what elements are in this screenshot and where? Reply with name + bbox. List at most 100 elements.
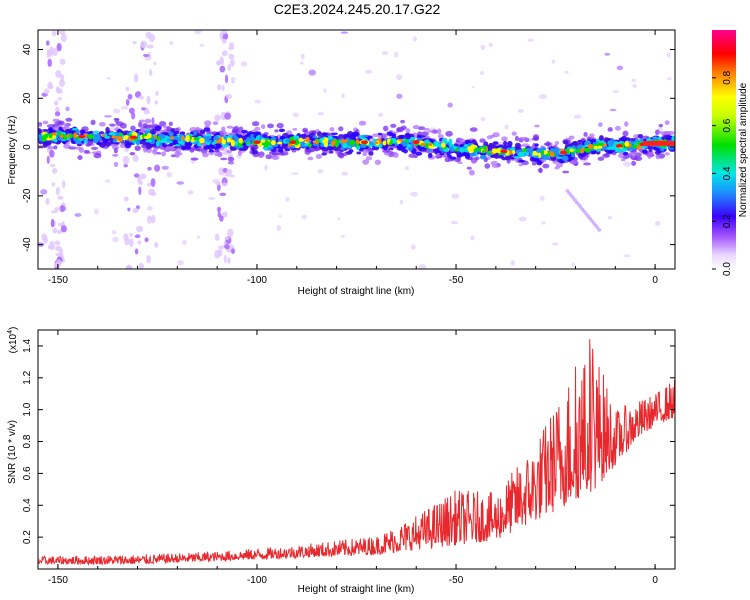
heatmap-cell — [76, 143, 82, 147]
heatmap-cell — [390, 123, 397, 128]
heatmap-cell — [101, 134, 106, 137]
heatmap-cell — [454, 148, 459, 152]
heatmap-cell — [583, 162, 591, 166]
heatmap-x-label: Height of straight line (km) — [298, 286, 415, 297]
heatmap-cells — [38, 30, 675, 269]
heatmap-cell — [482, 145, 487, 150]
heatmap-cell — [109, 123, 116, 127]
heatmap-peak — [615, 144, 623, 148]
heatmap-cell — [541, 150, 545, 155]
heatmap-cell — [377, 132, 383, 136]
heatmap-cell — [118, 136, 123, 142]
heatmap-cell — [182, 239, 187, 246]
heatmap-cell — [193, 137, 200, 141]
heatmap-cell — [368, 144, 373, 148]
heatmap-cell — [302, 127, 308, 133]
heatmap-cell — [580, 149, 585, 154]
heatmap-cell — [517, 108, 524, 113]
heatmap-cell — [664, 120, 670, 126]
heatmap-cell — [174, 130, 180, 135]
heatmap-cell — [202, 152, 209, 158]
heatmap-cell — [58, 30, 66, 35]
heatmap-cell — [105, 126, 110, 133]
heatmap-cell — [568, 135, 575, 140]
heatmap-cell — [129, 152, 136, 156]
heatmap-cell — [321, 152, 327, 156]
heatmap-cell — [254, 99, 261, 104]
heatmap-cell — [96, 141, 102, 145]
heatmap-cell — [609, 139, 615, 142]
heatmap-cell — [635, 141, 640, 144]
colorbar-scale — [712, 30, 736, 269]
heatmap-cell — [204, 120, 212, 127]
heatmap-cell — [539, 94, 547, 100]
heatmap-cell — [365, 69, 373, 74]
heatmap-cell — [213, 135, 219, 141]
heatmap-cell — [238, 126, 244, 132]
snr-y-tick-label: 0.4 — [22, 498, 33, 512]
heatmap-peak — [360, 140, 368, 144]
heatmap-cell — [59, 134, 64, 138]
heatmap-cell — [125, 86, 130, 92]
heatmap-cell — [301, 214, 307, 220]
heatmap-cell — [120, 106, 129, 110]
heatmap-cell — [68, 146, 77, 150]
heatmap-cell — [122, 155, 130, 165]
heatmap-cell — [245, 141, 250, 145]
heatmap-cell — [593, 223, 598, 227]
snr-x-label: Height of straight line (km) — [298, 584, 415, 595]
heatmap-cell — [378, 112, 384, 117]
heatmap-cell — [230, 58, 235, 67]
heatmap-cell — [49, 46, 54, 53]
heatmap-cell — [382, 125, 389, 132]
heatmap-cell — [451, 193, 460, 199]
heatmap-cell — [131, 112, 136, 120]
heatmap-cell — [623, 254, 631, 258]
heatmap-cell — [221, 182, 228, 187]
heatmap-cell — [276, 141, 283, 145]
heatmap-cell — [607, 216, 613, 220]
heatmap-cell — [193, 130, 197, 136]
heatmap-cell — [412, 125, 420, 130]
heatmap-cell — [305, 136, 310, 143]
snr-multiplier: (x104) — [7, 327, 19, 354]
heatmap-cell — [214, 151, 219, 157]
heatmap-cell — [475, 156, 480, 161]
heatmap-cell — [199, 129, 206, 134]
heatmap-cell — [503, 140, 508, 146]
heatmap-cell — [127, 93, 133, 100]
heatmap-cell — [604, 52, 611, 56]
heatmap-cell — [147, 166, 152, 171]
heatmap-cell — [480, 70, 485, 76]
heatmap-cell — [584, 141, 591, 145]
heatmap-cell — [83, 139, 88, 144]
heatmap-cell — [534, 143, 539, 147]
heatmap-cell — [361, 134, 369, 138]
heatmap-cell — [240, 61, 248, 67]
heatmap-cell — [193, 30, 202, 35]
heatmap-cell — [143, 53, 150, 58]
heatmap-cell — [168, 121, 173, 126]
heatmap-cell — [224, 172, 231, 177]
heatmap-cell — [616, 65, 624, 71]
heatmap-cell — [331, 132, 339, 136]
heatmap-cell — [620, 147, 628, 152]
heatmap-cell — [231, 248, 235, 255]
snr-x-tick-label: -100 — [247, 575, 267, 586]
heatmap-cell — [569, 193, 574, 198]
heatmap-cell — [403, 148, 408, 154]
heatmap-cell — [455, 151, 463, 156]
heatmap-cell — [104, 141, 112, 147]
heatmap-y-tick-label: 20 — [22, 92, 33, 104]
heatmap-cell — [219, 192, 227, 197]
heatmap-cell — [274, 129, 279, 133]
heatmap-cell — [514, 142, 521, 148]
heatmap-cell — [647, 153, 652, 159]
heatmap-cell — [634, 152, 642, 158]
snr-multiplier-exponent: 4 — [7, 330, 14, 334]
heatmap-cell — [543, 142, 552, 146]
heatmap-cell — [47, 58, 52, 67]
heatmap-cell — [390, 133, 397, 137]
heatmap-cell — [58, 120, 65, 126]
heatmap-cell — [42, 143, 48, 148]
